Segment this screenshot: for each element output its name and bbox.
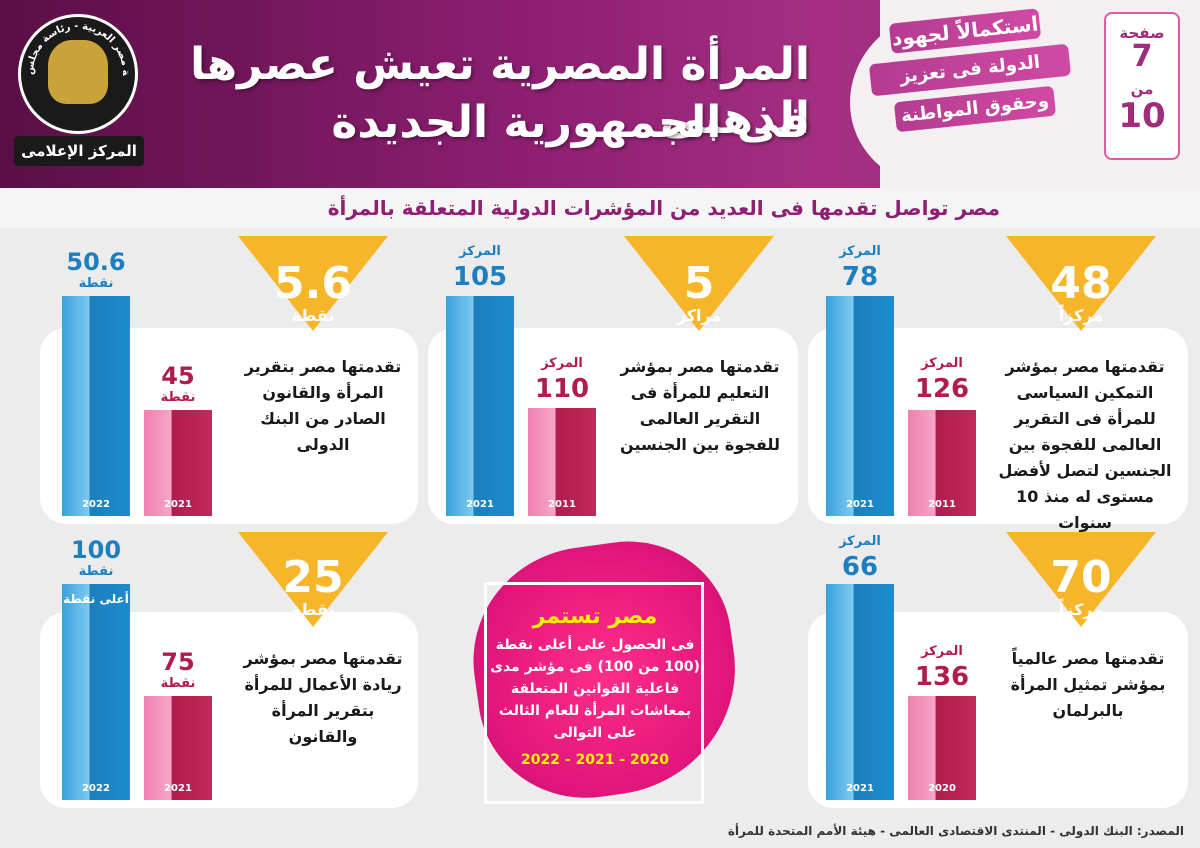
bar-2011: 2011 xyxy=(908,410,976,516)
bar-2021: 2021 xyxy=(144,410,212,516)
bar-year: 2022 xyxy=(82,783,110,794)
bar-year: 2021 xyxy=(846,499,874,510)
bar-year: 2020 xyxy=(928,783,956,794)
bar-caption: المركز xyxy=(839,244,881,259)
subtitle: مصر تواصل تقدمها فى العديد من المؤشرات ا… xyxy=(327,196,1000,220)
center-frame xyxy=(484,582,704,804)
subtitle-bar xyxy=(0,188,1200,228)
bar-inner-label: أعلى نقطة xyxy=(63,592,129,606)
gold-tag-shape xyxy=(624,236,774,331)
logo-caption: المركز الإعلامى xyxy=(14,136,144,166)
main-title-line-2: فى الجمهورية الجديدة xyxy=(331,97,810,148)
bar-2021: 2021 xyxy=(144,696,212,800)
bar-2011: 2011 xyxy=(528,408,596,516)
panel-description: تقدمتها مصر بمؤشر ريادة الأعمال للمرأة ب… xyxy=(243,649,403,746)
bar-caption: نقطة xyxy=(160,390,196,405)
center-title: مصر تستمر xyxy=(532,604,658,629)
tag-unit: مركزاً xyxy=(1058,600,1104,619)
panel-description: تقدمتها مصر بمؤشر التمكين السياسى للمرأة… xyxy=(998,357,1172,532)
bar-value: 105 xyxy=(452,262,508,292)
center-body: فى الحصول على أعلى نقطة (100 من 100) فى … xyxy=(490,637,700,741)
bar-value: 50.6 xyxy=(66,248,126,276)
tag-number: 25 xyxy=(282,552,344,603)
bar-2020: 2020 xyxy=(908,696,976,800)
bar-year: 2011 xyxy=(548,499,576,510)
page-counter-badge: صفحة 7 من 10 xyxy=(1104,12,1180,160)
bar-2021: 2021 xyxy=(826,296,894,516)
bar-caption: المركز xyxy=(459,244,501,259)
panel-description: تقدمتها مصر عالمياً بمؤشر تمثيل المرأة ب… xyxy=(1010,649,1166,720)
tag-number: 5 xyxy=(683,258,715,309)
main-title-line-1: المرأة المصرية تعيش عصرها الذهبى xyxy=(190,39,810,144)
bar-value: 45 xyxy=(161,362,195,390)
bar-year: 2022 xyxy=(82,499,110,510)
tag-unit: مراكز xyxy=(676,306,722,325)
eagle-emblem-icon xyxy=(48,40,108,104)
bar-value: 78 xyxy=(841,262,879,292)
bar-caption: المركز xyxy=(541,356,583,371)
panel-description: تقدمتها مصر بتقرير المرأة والقانون الصاد… xyxy=(244,357,402,454)
gold-tag-shape xyxy=(1006,236,1156,331)
page-label: صفحة xyxy=(1119,24,1165,42)
footer-bar xyxy=(0,822,1200,848)
bar-value: 66 xyxy=(841,552,879,582)
tag-number: 5.6 xyxy=(274,258,352,309)
page-total: 10 xyxy=(1118,96,1166,136)
bar-caption: نقطة xyxy=(160,676,196,691)
page-of-label: من xyxy=(1130,80,1154,98)
bar-caption: المركز xyxy=(921,644,963,659)
bar-caption: نقطة xyxy=(78,276,114,291)
footer-source: المصدر: البنك الدولى - المنتدى الاقتصادى… xyxy=(727,824,1184,838)
bar-value: 110 xyxy=(534,374,590,404)
bar-year: 2021 xyxy=(164,783,192,794)
gold-tag-shape xyxy=(238,236,388,331)
bar-caption: نقطة xyxy=(78,564,114,579)
page-current: 7 xyxy=(1131,39,1153,74)
bar-year: 2021 xyxy=(466,499,494,510)
gold-tag-shape xyxy=(1006,532,1156,627)
bar-caption: المركز xyxy=(839,534,881,549)
bar-2021: 2021 xyxy=(446,296,514,516)
bar-value: 100 xyxy=(70,536,122,564)
bar-2022: 2022 xyxy=(62,296,130,516)
bar-year: 2021 xyxy=(846,783,874,794)
tag-number: 48 xyxy=(1050,258,1112,309)
panel-description: تقدمتها مصر بمؤشر التعليم للمرأة فى التق… xyxy=(620,357,780,454)
bar-2022: أعلى نقطة 2022 xyxy=(62,584,130,800)
center-years: 2022 - 2021 - 2020 xyxy=(520,752,669,768)
bar-caption: المركز xyxy=(921,356,963,371)
tag-unit: نقطة xyxy=(291,600,335,619)
tag-number: 70 xyxy=(1050,552,1112,603)
gold-tag-shape xyxy=(238,532,388,627)
bar-value: 126 xyxy=(914,374,970,404)
bar-2021: 2021 xyxy=(826,584,894,800)
bar-year: 2021 xyxy=(164,499,192,510)
bar-year: 2011 xyxy=(928,499,956,510)
bar-value: 75 xyxy=(161,648,195,676)
tag-unit: مركزاً xyxy=(1058,306,1104,325)
bar-value: 136 xyxy=(914,662,970,692)
tag-unit: نقطة xyxy=(291,306,335,325)
